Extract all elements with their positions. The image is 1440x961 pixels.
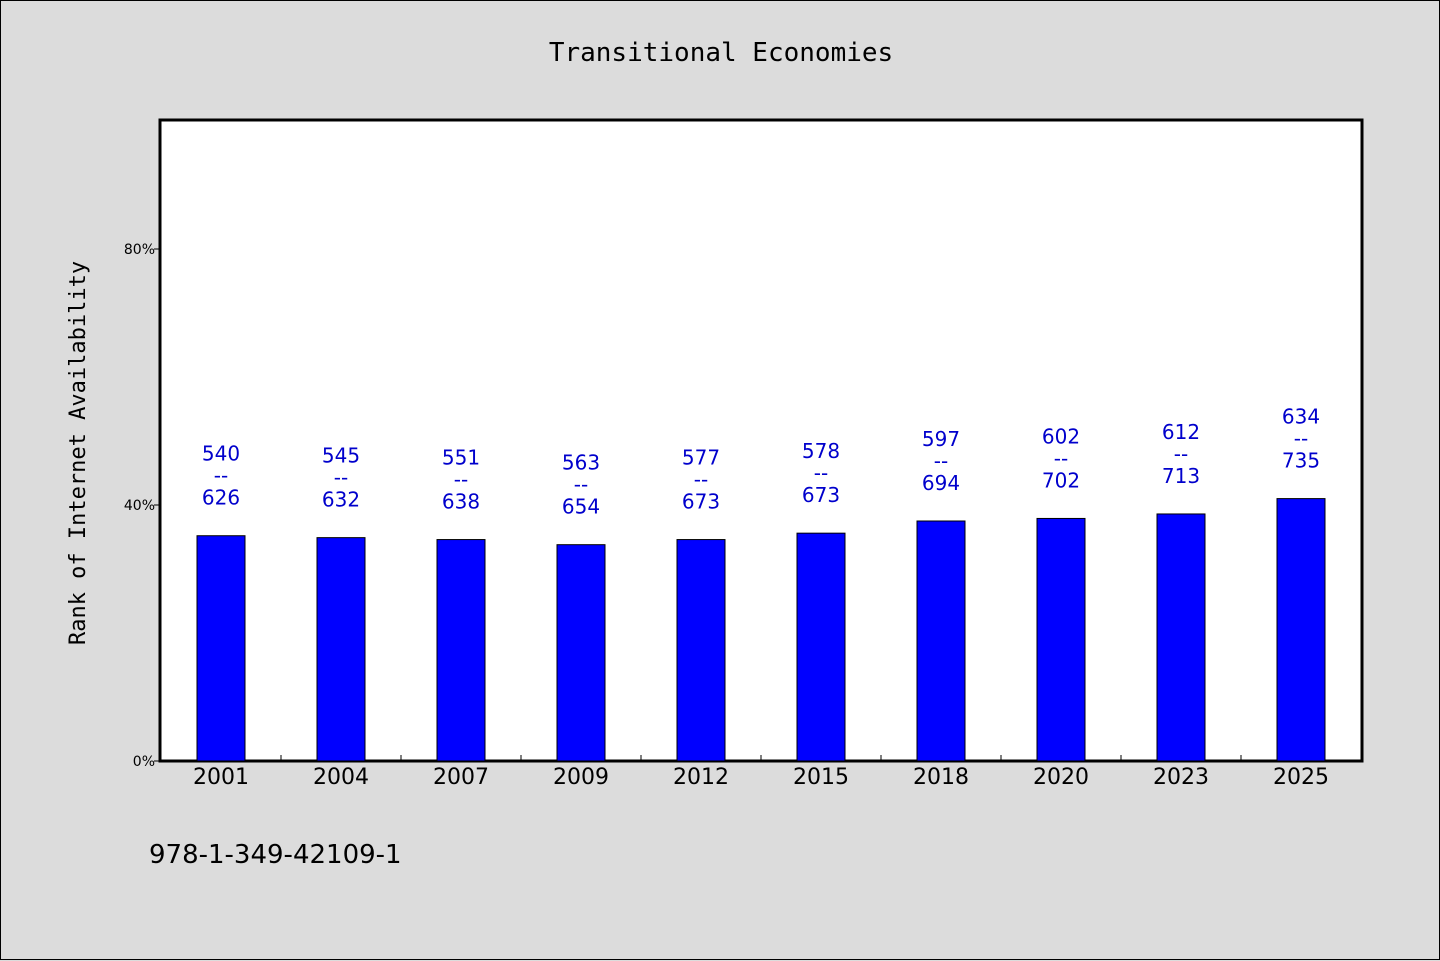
data-label-bottom: 713 [1162, 464, 1200, 488]
data-label-sep: -- [334, 466, 348, 490]
bar-2023 [1156, 513, 1206, 762]
chart-title: Transitional Economies [549, 38, 893, 68]
bar-2018 [916, 520, 966, 762]
y-tick-label: 80% [124, 242, 155, 258]
x-tick-label: 2025 [1273, 765, 1329, 790]
data-label-bottom: 626 [202, 486, 240, 510]
x-tick-label: 2020 [1033, 765, 1089, 790]
data-label-bottom: 735 [1282, 449, 1320, 473]
data-label-sep: -- [694, 468, 708, 492]
x-tick-label: 2009 [553, 765, 609, 790]
bar-2001 [196, 535, 246, 762]
data-label-bottom: 654 [562, 495, 600, 519]
data-label-top: 563 [562, 451, 600, 475]
footnote: 978-1-349-42109-1 [149, 840, 402, 870]
data-label-sep: -- [214, 464, 228, 488]
data-label-bottom: 638 [442, 490, 480, 514]
x-tick-label: 2023 [1153, 765, 1209, 790]
data-label-bottom: 673 [682, 490, 720, 514]
data-label-top: 612 [1162, 420, 1200, 444]
x-axis-ticks: 2001 2004 2007 2009 2012 2015 2018 2020 2023 2025 [193, 755, 1329, 790]
x-tick-label: 2015 [793, 765, 849, 790]
bars [196, 498, 1326, 762]
bar-2012 [676, 539, 726, 762]
data-label-bottom: 673 [802, 483, 840, 507]
y-axis-ticks: 0% 40% 80% [124, 242, 161, 770]
bar-2004 [316, 537, 366, 762]
x-tick-label: 2004 [313, 765, 369, 790]
bar-2015 [796, 532, 846, 762]
data-label-top: 597 [922, 427, 960, 451]
data-label-top: 540 [202, 442, 240, 466]
data-labels: 540--626545--632551--638563--654577--673… [202, 405, 1320, 519]
data-label-bottom: 702 [1042, 468, 1080, 492]
bar-2009 [556, 544, 606, 762]
data-label-sep: -- [1054, 446, 1068, 470]
data-label-sep: -- [454, 468, 468, 492]
data-label-top: 578 [802, 439, 840, 463]
data-label-top: 634 [1282, 405, 1320, 429]
bar-2020 [1036, 517, 1086, 762]
data-label-top: 551 [442, 446, 480, 470]
x-tick-label: 2007 [433, 765, 489, 790]
data-label-sep: -- [814, 461, 828, 485]
data-label-sep: -- [574, 473, 588, 497]
x-tick-label: 2012 [673, 765, 729, 790]
bar-2025 [1276, 498, 1326, 762]
data-label-bottom: 632 [322, 488, 360, 512]
x-tick-label: 2018 [913, 765, 969, 790]
data-label-sep: -- [1174, 442, 1188, 466]
y-tick-label: 40% [124, 498, 155, 514]
y-tick-label: 0% [133, 754, 155, 770]
data-label-sep: -- [1294, 427, 1308, 451]
x-tick-label: 2001 [193, 765, 249, 790]
data-label-top: 545 [322, 444, 360, 468]
data-label-top: 602 [1042, 424, 1080, 448]
bar-2007 [436, 539, 486, 762]
data-label-top: 577 [682, 446, 720, 470]
data-label-bottom: 694 [922, 471, 960, 495]
y-axis-label: Rank of Internet Availability [66, 261, 91, 645]
data-label-sep: -- [934, 449, 948, 473]
